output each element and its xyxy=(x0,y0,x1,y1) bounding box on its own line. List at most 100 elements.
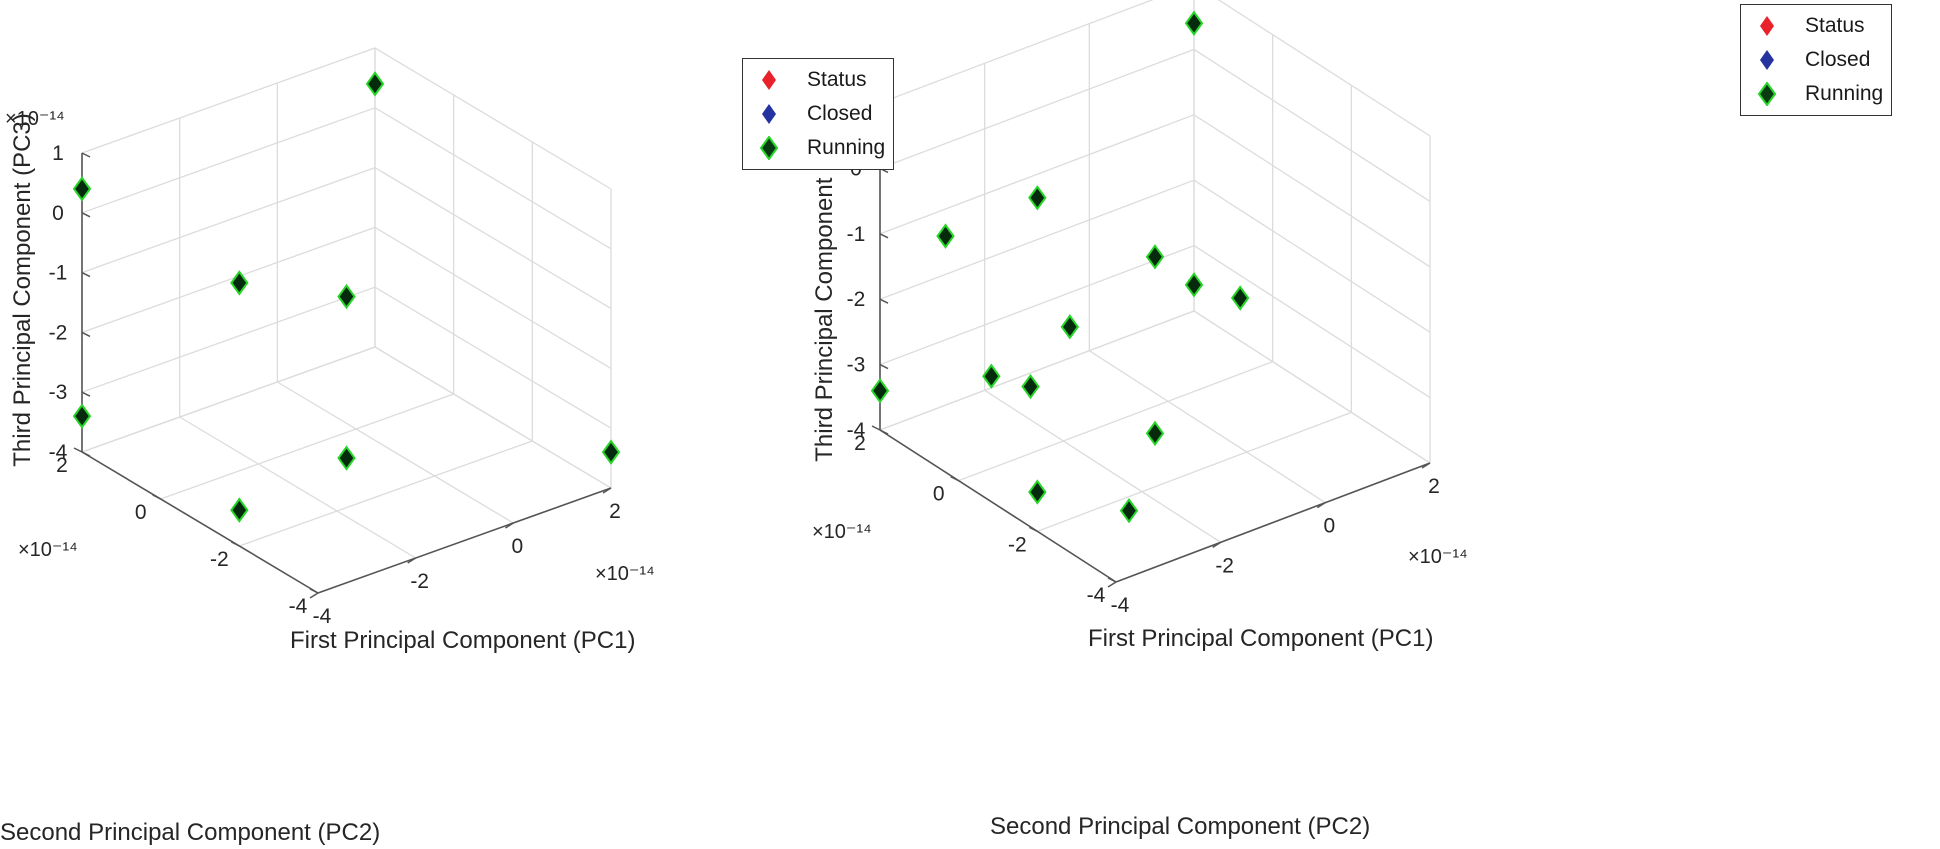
data-point-running xyxy=(601,439,621,465)
x-tick-mark xyxy=(1107,581,1117,588)
legend-entry-status: Status xyxy=(749,63,885,97)
legend-label-status: Status xyxy=(1805,14,1865,37)
z-tick-mark xyxy=(879,363,889,370)
red-diamond-icon xyxy=(1747,15,1787,37)
x-tick-label: -4 xyxy=(313,605,332,628)
legend-label-running: Running xyxy=(807,136,886,159)
x-tick-mark xyxy=(309,592,319,599)
y-tick-mark xyxy=(1107,577,1117,583)
data-point-running xyxy=(1028,185,1047,211)
gridline-y-floor xyxy=(81,346,376,453)
y-axis-label: Second Principal Component (PC2) xyxy=(990,813,1370,840)
z-exponent-label: ×10⁻¹⁴ xyxy=(5,108,65,130)
x-tick-mark xyxy=(1212,541,1222,548)
data-point-running xyxy=(1028,479,1047,505)
x-tick-label: 0 xyxy=(1323,515,1335,538)
gridline-y-floor xyxy=(239,440,533,547)
gridline-y-floor xyxy=(1037,411,1352,532)
data-point-running xyxy=(1119,497,1139,524)
y-tick-label: -2 xyxy=(210,548,229,571)
x-tick-mark xyxy=(504,522,514,529)
y-tick-label: 2 xyxy=(854,432,866,455)
gridline-x-floor xyxy=(276,381,514,524)
z-axis-label: Third Principal Component (PC3) xyxy=(9,113,36,466)
data-point-running xyxy=(72,403,92,429)
data-point-running xyxy=(1184,10,1204,36)
y-tick-label: 2 xyxy=(56,454,68,477)
gridline-y-floor xyxy=(160,393,454,500)
legend-label-closed: Closed xyxy=(807,102,873,125)
y-tick-mark xyxy=(73,447,83,453)
z-tick-mark xyxy=(81,331,91,338)
data-point-running xyxy=(337,445,356,471)
z-tick-label: -3 xyxy=(847,354,866,377)
x-tick-mark xyxy=(1316,502,1326,509)
z-tick-mark xyxy=(879,298,889,304)
data-point-running xyxy=(72,176,92,202)
x-tick-label: 2 xyxy=(609,500,621,523)
x-axis-line xyxy=(1115,462,1431,583)
z-tick-label: -2 xyxy=(49,321,68,344)
data-point-running xyxy=(870,378,890,404)
gridline-x-floor xyxy=(374,346,612,489)
y-axis-label: Second Principal Component (PC2) xyxy=(0,819,380,846)
legend-entry-closed: Closed xyxy=(1747,43,1883,77)
x-axis-line xyxy=(317,487,612,594)
y-tick-label: -2 xyxy=(1008,533,1027,556)
x-tick-mark xyxy=(602,487,612,494)
z-tick-label: -1 xyxy=(847,223,866,246)
y-tick-label: -4 xyxy=(289,595,308,618)
z-tick-mark xyxy=(81,451,91,457)
z-tick-mark xyxy=(81,212,91,218)
z-tick-mark xyxy=(81,391,91,397)
gridline-z xyxy=(879,0,1431,137)
legend-right: Status Closed Running xyxy=(1740,4,1893,116)
legend-entry-running: Running xyxy=(749,131,885,165)
z-tick-mark xyxy=(879,233,889,239)
x-exponent-label: ×10⁻¹⁴ xyxy=(1408,546,1468,568)
z-tick-mark xyxy=(879,429,889,435)
z-tick-label: -4 xyxy=(49,441,68,464)
green-diamond-icon xyxy=(1747,82,1787,106)
data-point-running xyxy=(1145,244,1165,270)
z-tick-label: 1 xyxy=(52,142,64,165)
legend-entry-closed: Closed xyxy=(749,97,885,131)
data-point-running xyxy=(365,71,385,97)
data-point-running xyxy=(982,363,1001,389)
x-axis-label: First Principal Component (PC1) xyxy=(290,627,635,654)
y-tick-label: -4 xyxy=(1087,584,1106,607)
y-tick-label: 0 xyxy=(135,501,147,524)
x-tick-mark xyxy=(407,557,417,564)
x-tick-label: 0 xyxy=(511,535,523,558)
legend-entry-status: Status xyxy=(1747,9,1883,43)
data-point-running xyxy=(230,270,249,296)
legend-label-running: Running xyxy=(1805,82,1884,105)
blue-diamond-icon xyxy=(1747,49,1787,71)
z-tick-label: -4 xyxy=(847,419,866,442)
legend-left: Status Closed Running xyxy=(742,58,895,170)
plot-left: -4-202-4-202-4-3-2-101×10⁻¹⁴×10⁻¹⁴×10⁻¹⁴… xyxy=(0,47,655,846)
data-point-running xyxy=(1021,373,1040,400)
green-diamond-icon xyxy=(749,136,789,160)
gridline-x-floor xyxy=(1193,310,1431,464)
z-tick-label: -3 xyxy=(49,381,68,404)
gridline-x-floor xyxy=(1088,350,1326,504)
z-tick-label: 0 xyxy=(52,202,64,225)
y-tick-mark xyxy=(1028,526,1038,533)
y-tick-label: 0 xyxy=(933,483,945,506)
y-tick-mark xyxy=(230,541,240,547)
data-point-running xyxy=(1060,314,1080,340)
gridline-x-floor xyxy=(984,389,1222,543)
legend-label-closed: Closed xyxy=(1805,48,1871,71)
y-tick-mark xyxy=(950,475,960,482)
x-tick-label: -4 xyxy=(1111,594,1130,617)
z-tick-label: -2 xyxy=(847,288,866,311)
x-exponent-label: ×10⁻¹⁴ xyxy=(595,563,655,585)
red-diamond-icon xyxy=(749,69,789,91)
plot-right: -4-202-4-202-4-3-2-101×10⁻¹⁴×10⁻¹⁴×10⁻¹⁴… xyxy=(803,0,1468,840)
z-tick-mark xyxy=(81,152,91,158)
data-point-running xyxy=(337,283,356,310)
y-axis-line xyxy=(879,429,1117,583)
data-point-running xyxy=(936,223,955,249)
